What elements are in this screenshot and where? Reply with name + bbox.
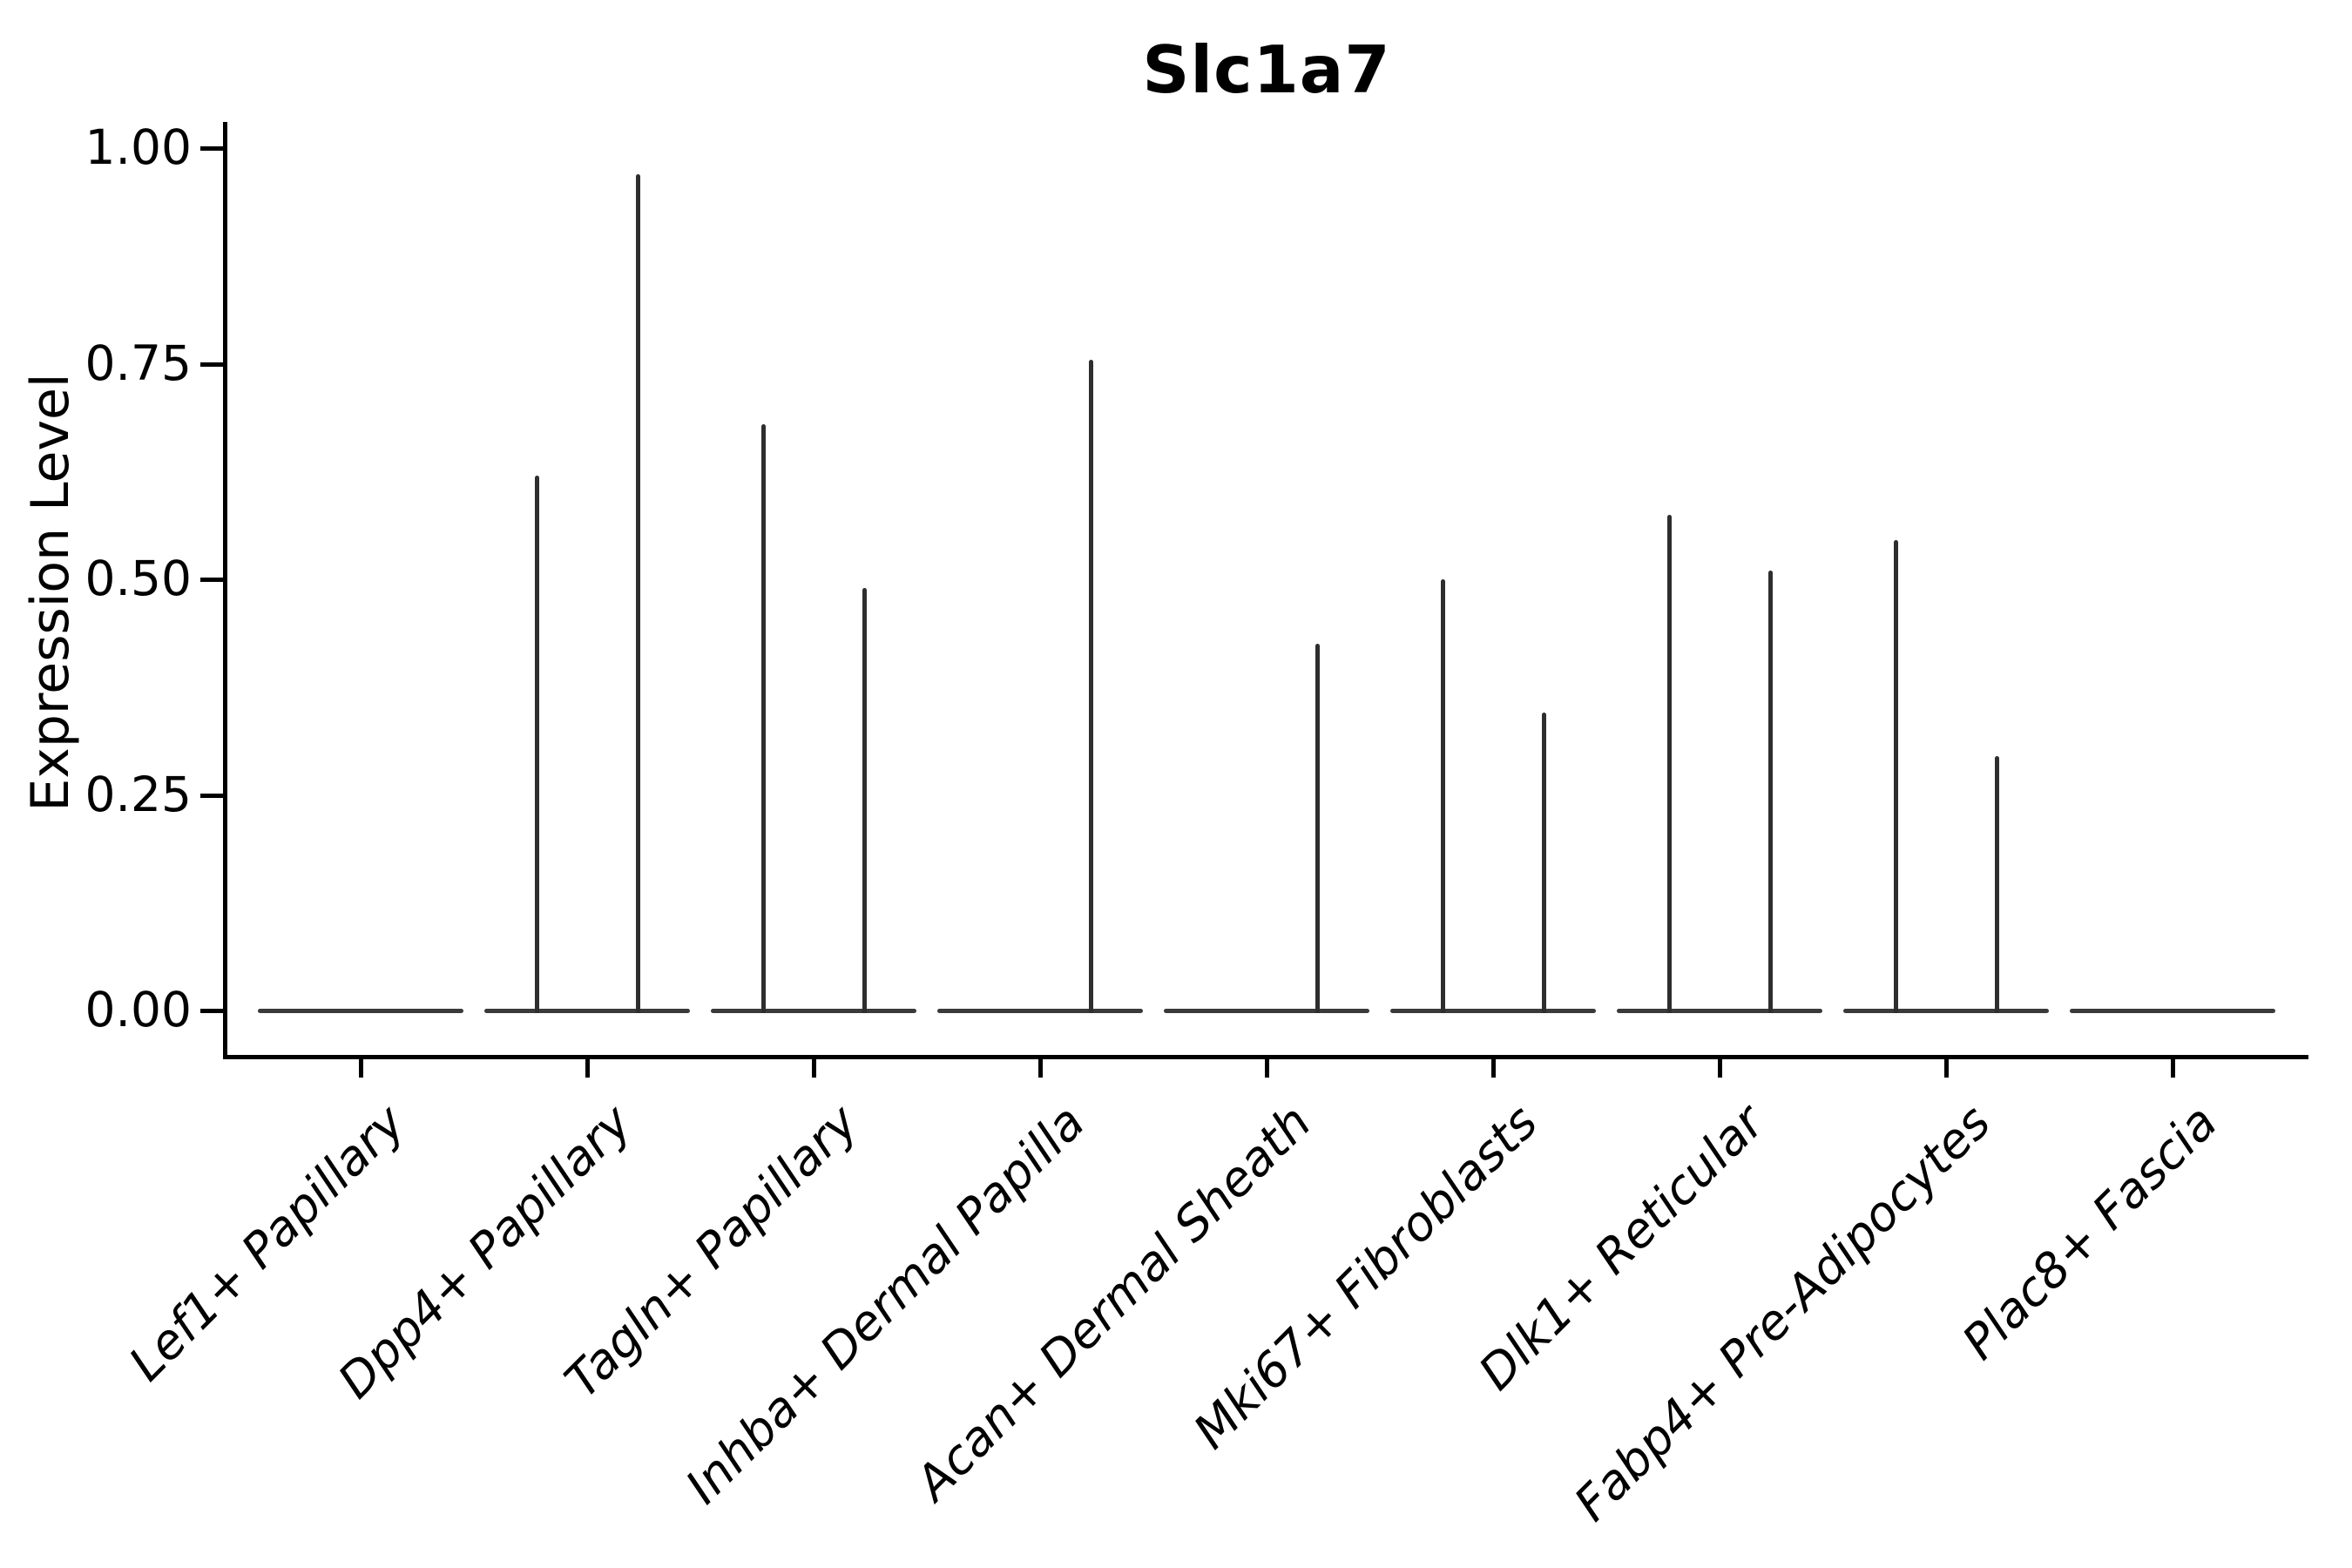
y-tick-mark [200, 793, 223, 798]
y-tick-label: 0.50 [84, 551, 192, 606]
violin-spike [636, 173, 640, 1013]
violin-base [1843, 1009, 2049, 1013]
violin-base [484, 1009, 690, 1013]
y-tick-label: 0.25 [84, 766, 192, 822]
violin-spike [1894, 540, 1898, 1013]
x-tick-label: Acan+ Dermal Sheath [904, 1093, 1322, 1511]
x-tick-mark [585, 1055, 590, 1078]
x-tick-label: Tagln+ Papillary [554, 1093, 869, 1409]
violin-spike [1667, 514, 1672, 1013]
violin-base [258, 1009, 463, 1013]
y-tick-mark [200, 362, 223, 367]
violin-spike [1542, 713, 1546, 1013]
y-tick-label: 0.00 [84, 982, 192, 1037]
violin-spike [535, 476, 539, 1013]
y-tick-label: 1.00 [84, 119, 192, 175]
violin-spike [1768, 571, 1773, 1013]
violin-spike [1441, 579, 1445, 1013]
violin-base [937, 1009, 1143, 1013]
x-tick-label: Mki67+ Fibroblasts [1182, 1093, 1549, 1460]
violin-base [1164, 1009, 1369, 1013]
violin-base [2070, 1009, 2275, 1013]
violin-spike [1995, 755, 1999, 1013]
violin-base [1390, 1009, 1596, 1013]
violin-spike [1315, 644, 1320, 1013]
x-tick-label: Dlk1+ Reticular [1468, 1093, 1775, 1401]
x-tick-mark [1038, 1055, 1043, 1078]
violin-base [711, 1009, 916, 1013]
violin-spike [761, 423, 766, 1013]
x-tick-label: Fabp4+ Pre-Adipocytes [1563, 1093, 2002, 1532]
y-tick-mark [200, 578, 223, 582]
x-tick-mark [1265, 1055, 1269, 1078]
y-tick-mark [200, 146, 223, 151]
x-tick-mark [1718, 1055, 1722, 1078]
x-tick-label: Plac8+ Fascia [1951, 1093, 2228, 1370]
x-tick-mark [1491, 1055, 1496, 1078]
x-tick-label: Dpp4+ Papillary [327, 1093, 643, 1409]
violin-spike [1089, 359, 1093, 1013]
x-tick-mark [812, 1055, 816, 1078]
y-axis-spine [223, 122, 227, 1059]
x-tick-label: Inhba+ Dermal Papilla [674, 1093, 1096, 1515]
y-tick-label: 0.75 [84, 335, 192, 391]
violin-spike [862, 587, 867, 1013]
x-tick-mark [1944, 1055, 1949, 1078]
x-tick-mark [2171, 1055, 2175, 1078]
x-tick-mark [359, 1055, 363, 1078]
chart-title: Slc1a7 [1142, 31, 1391, 108]
y-tick-mark [200, 1009, 223, 1013]
violin-base [1617, 1009, 1822, 1013]
